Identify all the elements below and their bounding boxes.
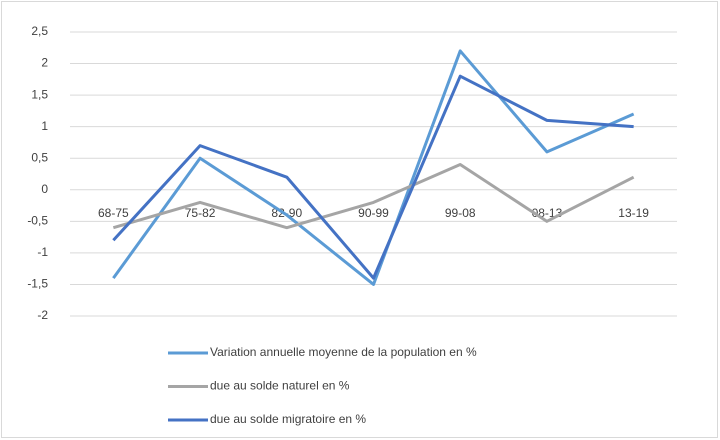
y-tick-label: -1,5 (27, 277, 48, 291)
x-tick-label: 13-19 (618, 206, 649, 220)
y-tick-label: -1 (37, 245, 48, 259)
y-tick-label: 2 (41, 56, 48, 70)
x-tick-label: 68-75 (98, 206, 129, 220)
y-tick-label: 1 (41, 119, 48, 133)
x-tick-label: 90-99 (358, 206, 389, 220)
series-line (112, 49, 635, 286)
x-tick-label: 75-82 (185, 206, 216, 220)
legend-label: due au solde naturel en % (210, 379, 350, 393)
series-line (112, 74, 634, 280)
x-tick-label: 99-08 (445, 206, 476, 220)
legend-label: due au solde migratoire en % (210, 412, 366, 426)
series-line (112, 163, 635, 230)
legend-label: Variation annuelle moyenne de la populat… (210, 345, 477, 359)
y-tick-label: 0 (41, 182, 48, 196)
y-tick-label: 1,5 (31, 87, 48, 101)
y-tick-label: 0,5 (31, 150, 48, 164)
y-tick-label: -2 (37, 308, 48, 322)
y-tick-label: -0,5 (27, 214, 48, 228)
y-tick-label: 2,5 (31, 24, 48, 38)
